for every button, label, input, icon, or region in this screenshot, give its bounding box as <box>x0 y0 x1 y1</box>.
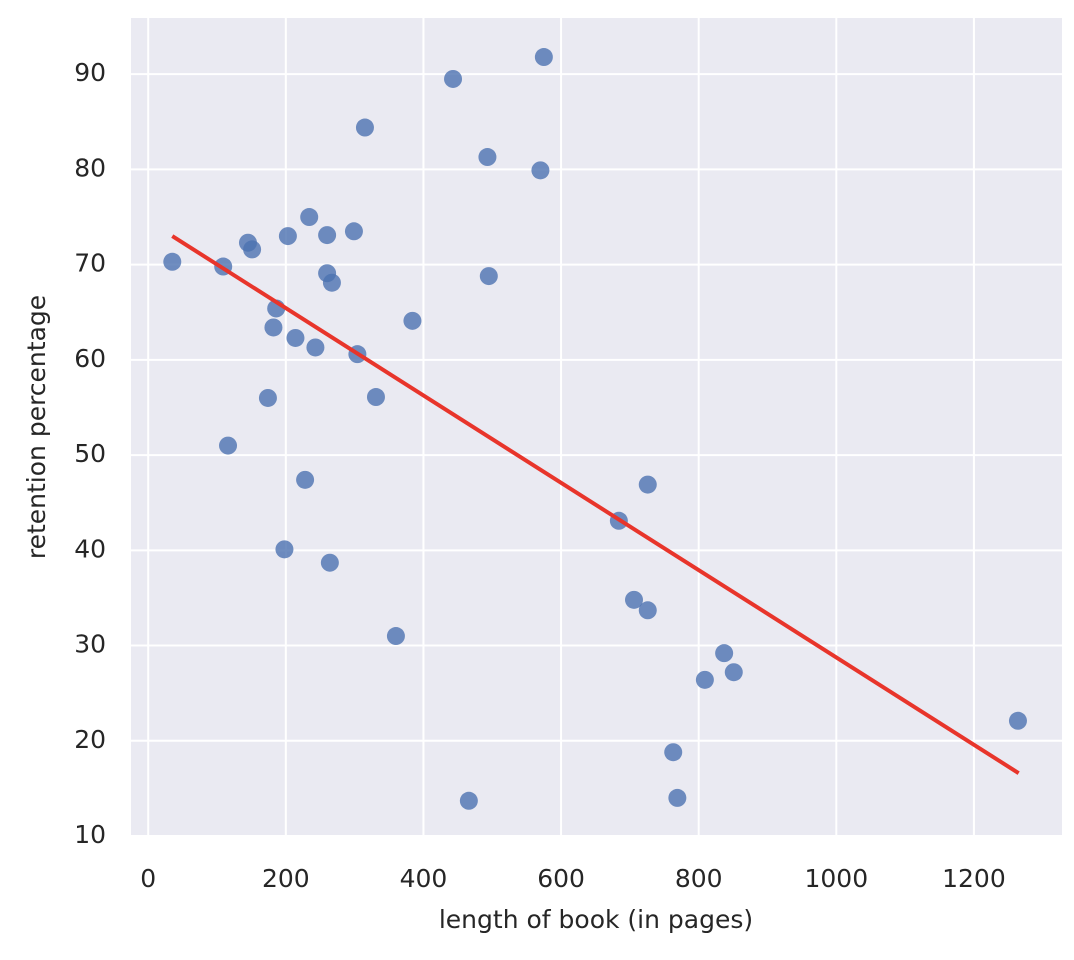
point <box>444 69 463 88</box>
point <box>386 627 405 646</box>
y-tick-label: 50 <box>74 439 106 468</box>
point <box>322 273 341 292</box>
point <box>531 161 550 180</box>
y-tick-label: 20 <box>74 725 106 754</box>
point <box>264 318 283 337</box>
point <box>638 601 657 620</box>
point <box>219 436 238 455</box>
point <box>479 267 498 286</box>
point <box>275 540 294 559</box>
point <box>296 470 315 489</box>
point <box>534 48 553 67</box>
x-tick-label: 200 <box>262 864 310 893</box>
point <box>664 743 683 762</box>
x-tick-label: 0 <box>140 864 156 893</box>
point <box>403 311 422 330</box>
y-tick-label: 80 <box>74 153 106 182</box>
point <box>668 788 687 807</box>
y-axis-label: retention percentage <box>22 295 51 559</box>
regression-line <box>171 234 1020 775</box>
point <box>478 148 497 167</box>
y-tick-label: 90 <box>74 58 106 87</box>
point <box>344 222 363 241</box>
point <box>724 663 743 682</box>
y-tick-label: 10 <box>74 820 106 849</box>
point <box>306 338 325 357</box>
x-tick-label: 1000 <box>804 864 868 893</box>
point <box>278 227 297 246</box>
point <box>1008 711 1027 730</box>
point <box>318 226 337 245</box>
point <box>715 644 734 663</box>
point <box>355 118 374 137</box>
point <box>286 328 305 347</box>
point <box>258 388 277 407</box>
x-tick-label: 1200 <box>942 864 1006 893</box>
point <box>638 475 657 494</box>
y-tick-label: 70 <box>74 249 106 278</box>
x-tick-label: 800 <box>675 864 723 893</box>
point <box>163 252 182 271</box>
point <box>243 240 262 259</box>
y-tick-label: 40 <box>74 534 106 563</box>
point <box>300 208 319 227</box>
y-tick-label: 60 <box>74 344 106 373</box>
point <box>320 553 339 572</box>
point <box>459 791 478 810</box>
y-tick-label: 30 <box>74 630 106 659</box>
point <box>695 670 714 689</box>
point <box>366 388 385 407</box>
x-tick-label: 400 <box>400 864 448 893</box>
x-tick-label: 600 <box>537 864 585 893</box>
x-axis-label: length of book (in pages) <box>439 905 753 934</box>
point <box>625 590 644 609</box>
